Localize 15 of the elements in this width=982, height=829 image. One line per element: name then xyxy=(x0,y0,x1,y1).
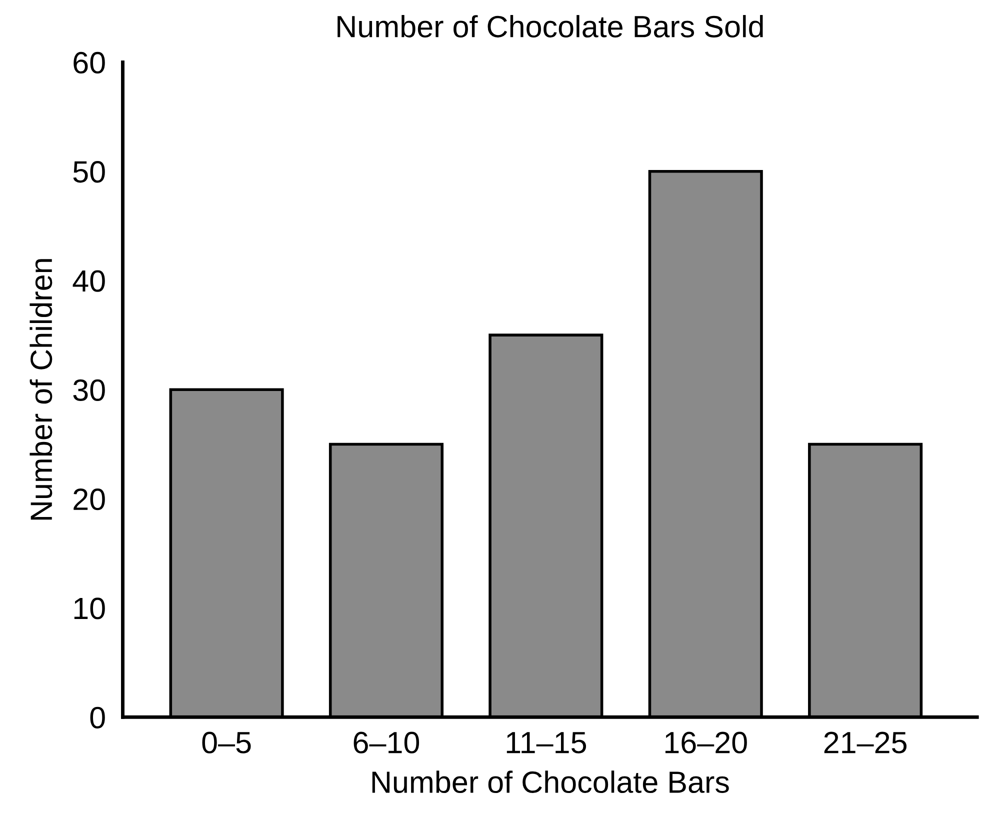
x-axis-title: Number of Chocolate Bars xyxy=(372,770,729,794)
y-tick-label: 60 xyxy=(74,52,105,74)
chart-title: Number of Chocolate Bars Sold xyxy=(338,15,763,38)
y-tick-label: 0 xyxy=(90,706,105,728)
y-tick-label: 30 xyxy=(73,379,105,401)
x-tick-label: 0–5 xyxy=(202,732,251,754)
y-tick-label: 40 xyxy=(72,270,105,292)
x-tick-label: 21–25 xyxy=(824,732,907,754)
y-axis-title: Number of Children xyxy=(30,259,52,520)
x-tick-label: 6–10 xyxy=(354,732,420,754)
y-tick-label: 50 xyxy=(73,161,105,183)
x-tick-label: 16–20 xyxy=(665,732,747,754)
x-tick-label: 11–15 xyxy=(506,732,586,754)
y-tick-label: 20 xyxy=(74,488,105,510)
y-tick-label: 10 xyxy=(74,598,105,620)
